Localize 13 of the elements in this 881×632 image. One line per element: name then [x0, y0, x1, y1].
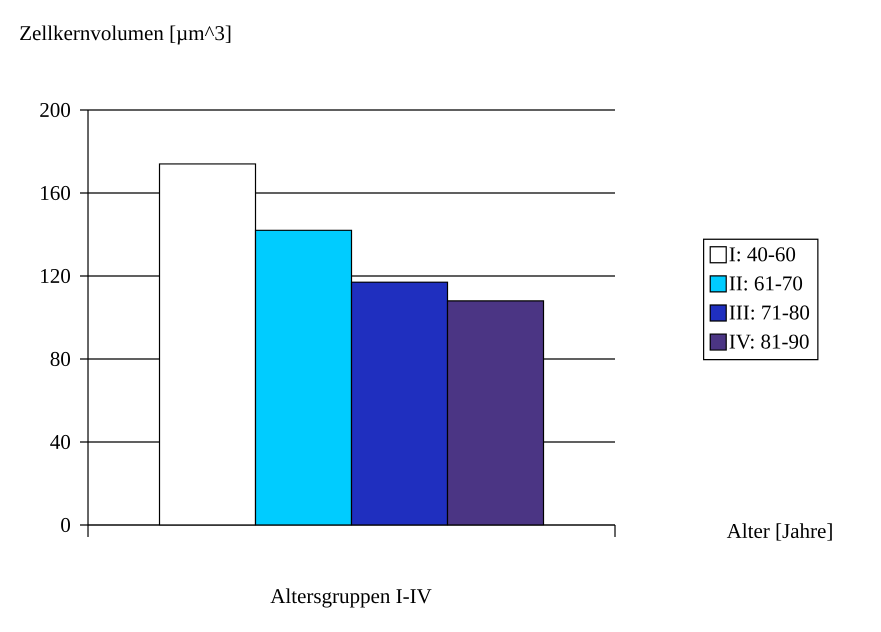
- x-axis-title: Altersgruppen I-IV: [270, 588, 432, 608]
- y-axis-title: Zellkernvolumen [µm^3]: [20, 25, 230, 45]
- legend-label: III: 71-80: [730, 305, 810, 320]
- y-tick-label: 120: [41, 268, 70, 284]
- y-tick-label: 200: [40, 102, 70, 118]
- y-tick-label: 80: [50, 352, 70, 366]
- text: Alter [Jahre]: [726, 523, 832, 541]
- legend-label: II: 61-70: [730, 276, 802, 291]
- y-tick-label: 160: [41, 186, 70, 200]
- y-tick-label: 40: [50, 434, 70, 450]
- y-tick-label: 0: [61, 518, 70, 532]
- legend-label: IV: 81-90: [730, 334, 809, 349]
- legend-label: I: 40-60: [730, 247, 796, 262]
